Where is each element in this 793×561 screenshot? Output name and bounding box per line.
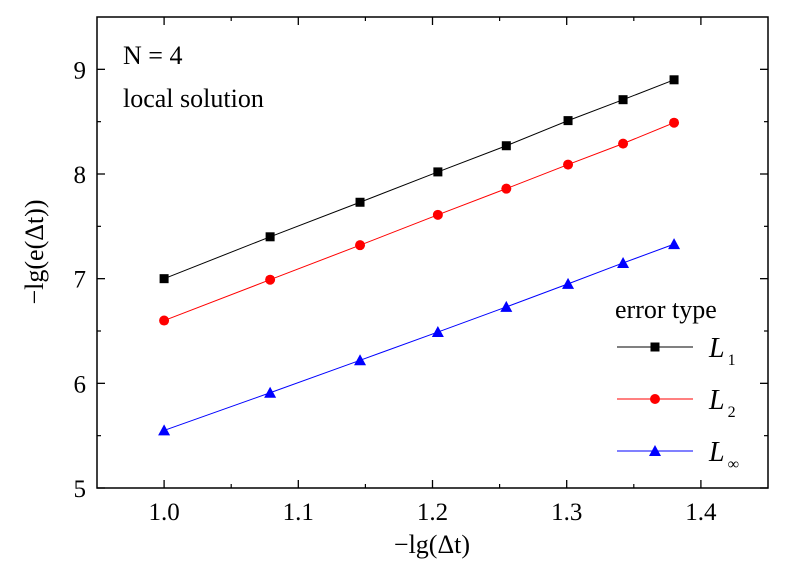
series-linf-point: [431, 326, 444, 338]
series-linf-point: [264, 386, 277, 398]
series-l2-point: [563, 159, 574, 170]
y-tick-label: 8: [74, 162, 87, 189]
x-tick-label: 1.1: [283, 499, 314, 526]
annotation-local-solution: local solution: [123, 84, 264, 113]
y-axis-title: −lg(e(Δt)): [20, 199, 49, 304]
series-l1-line: [163, 79, 675, 280]
legend-linf-marker: [649, 445, 661, 456]
series-l1-point: [159, 274, 169, 284]
series-l1-point: [265, 232, 275, 242]
x-tick-label: 1.4: [685, 499, 717, 526]
series-markers: [158, 75, 681, 436]
y-tick-label: 9: [74, 57, 87, 84]
series-linf-point: [617, 256, 630, 268]
series-linf-point: [500, 300, 513, 312]
series-l1-point: [433, 167, 443, 177]
legend-l2-marker: [650, 394, 660, 404]
series-l2-point: [159, 315, 170, 326]
legend: error type L 1L 2L ∞: [615, 295, 739, 473]
legend-linf-main: L: [708, 437, 725, 468]
legend-l1-subscript: 1: [728, 352, 736, 369]
series-l1-point: [618, 95, 628, 105]
legend-l2-subscript: 2: [728, 404, 736, 421]
y-tick-label: 6: [74, 371, 87, 398]
series-l2-point: [669, 117, 680, 128]
y-tick-label: 7: [74, 267, 87, 294]
x-tick-label: 1.0: [148, 499, 179, 526]
legend-linf-subscript: ∞: [728, 456, 739, 473]
series-l2-point: [432, 209, 443, 220]
series-linf-point: [668, 238, 681, 250]
y-tick-label: 5: [74, 476, 87, 503]
x-tick-label: 1.2: [417, 499, 448, 526]
legend-linf-label: L ∞: [708, 437, 739, 473]
series-linf-point: [158, 424, 171, 436]
series-l1-point: [669, 75, 679, 85]
series-lines: [163, 79, 675, 431]
series-l1-point: [355, 197, 365, 207]
legend-l1-marker: [650, 342, 660, 352]
legend-title: error type: [615, 295, 717, 324]
series-linf-line: [163, 243, 675, 431]
series-l2-point: [265, 274, 276, 285]
series-linf-point: [354, 354, 367, 366]
legend-l2-main: L: [708, 385, 725, 416]
series-l2-point: [501, 183, 512, 194]
series-l2-point: [618, 138, 629, 149]
x-tick-label: 1.3: [551, 499, 582, 526]
series-linf-point: [562, 277, 575, 289]
annotation-n: N = 4: [123, 41, 182, 70]
series-l2-line: [163, 122, 675, 321]
series-l1-point: [501, 141, 511, 151]
legend-l1-main: L: [708, 333, 725, 364]
series-l2-point: [355, 240, 366, 251]
x-axis-title: −lg(Δt): [394, 530, 470, 559]
axis-ticks: 1.0 1.1 1.2 1.3 1.4 5 6 7 8 9: [74, 17, 768, 526]
series-l1-point: [563, 116, 573, 126]
